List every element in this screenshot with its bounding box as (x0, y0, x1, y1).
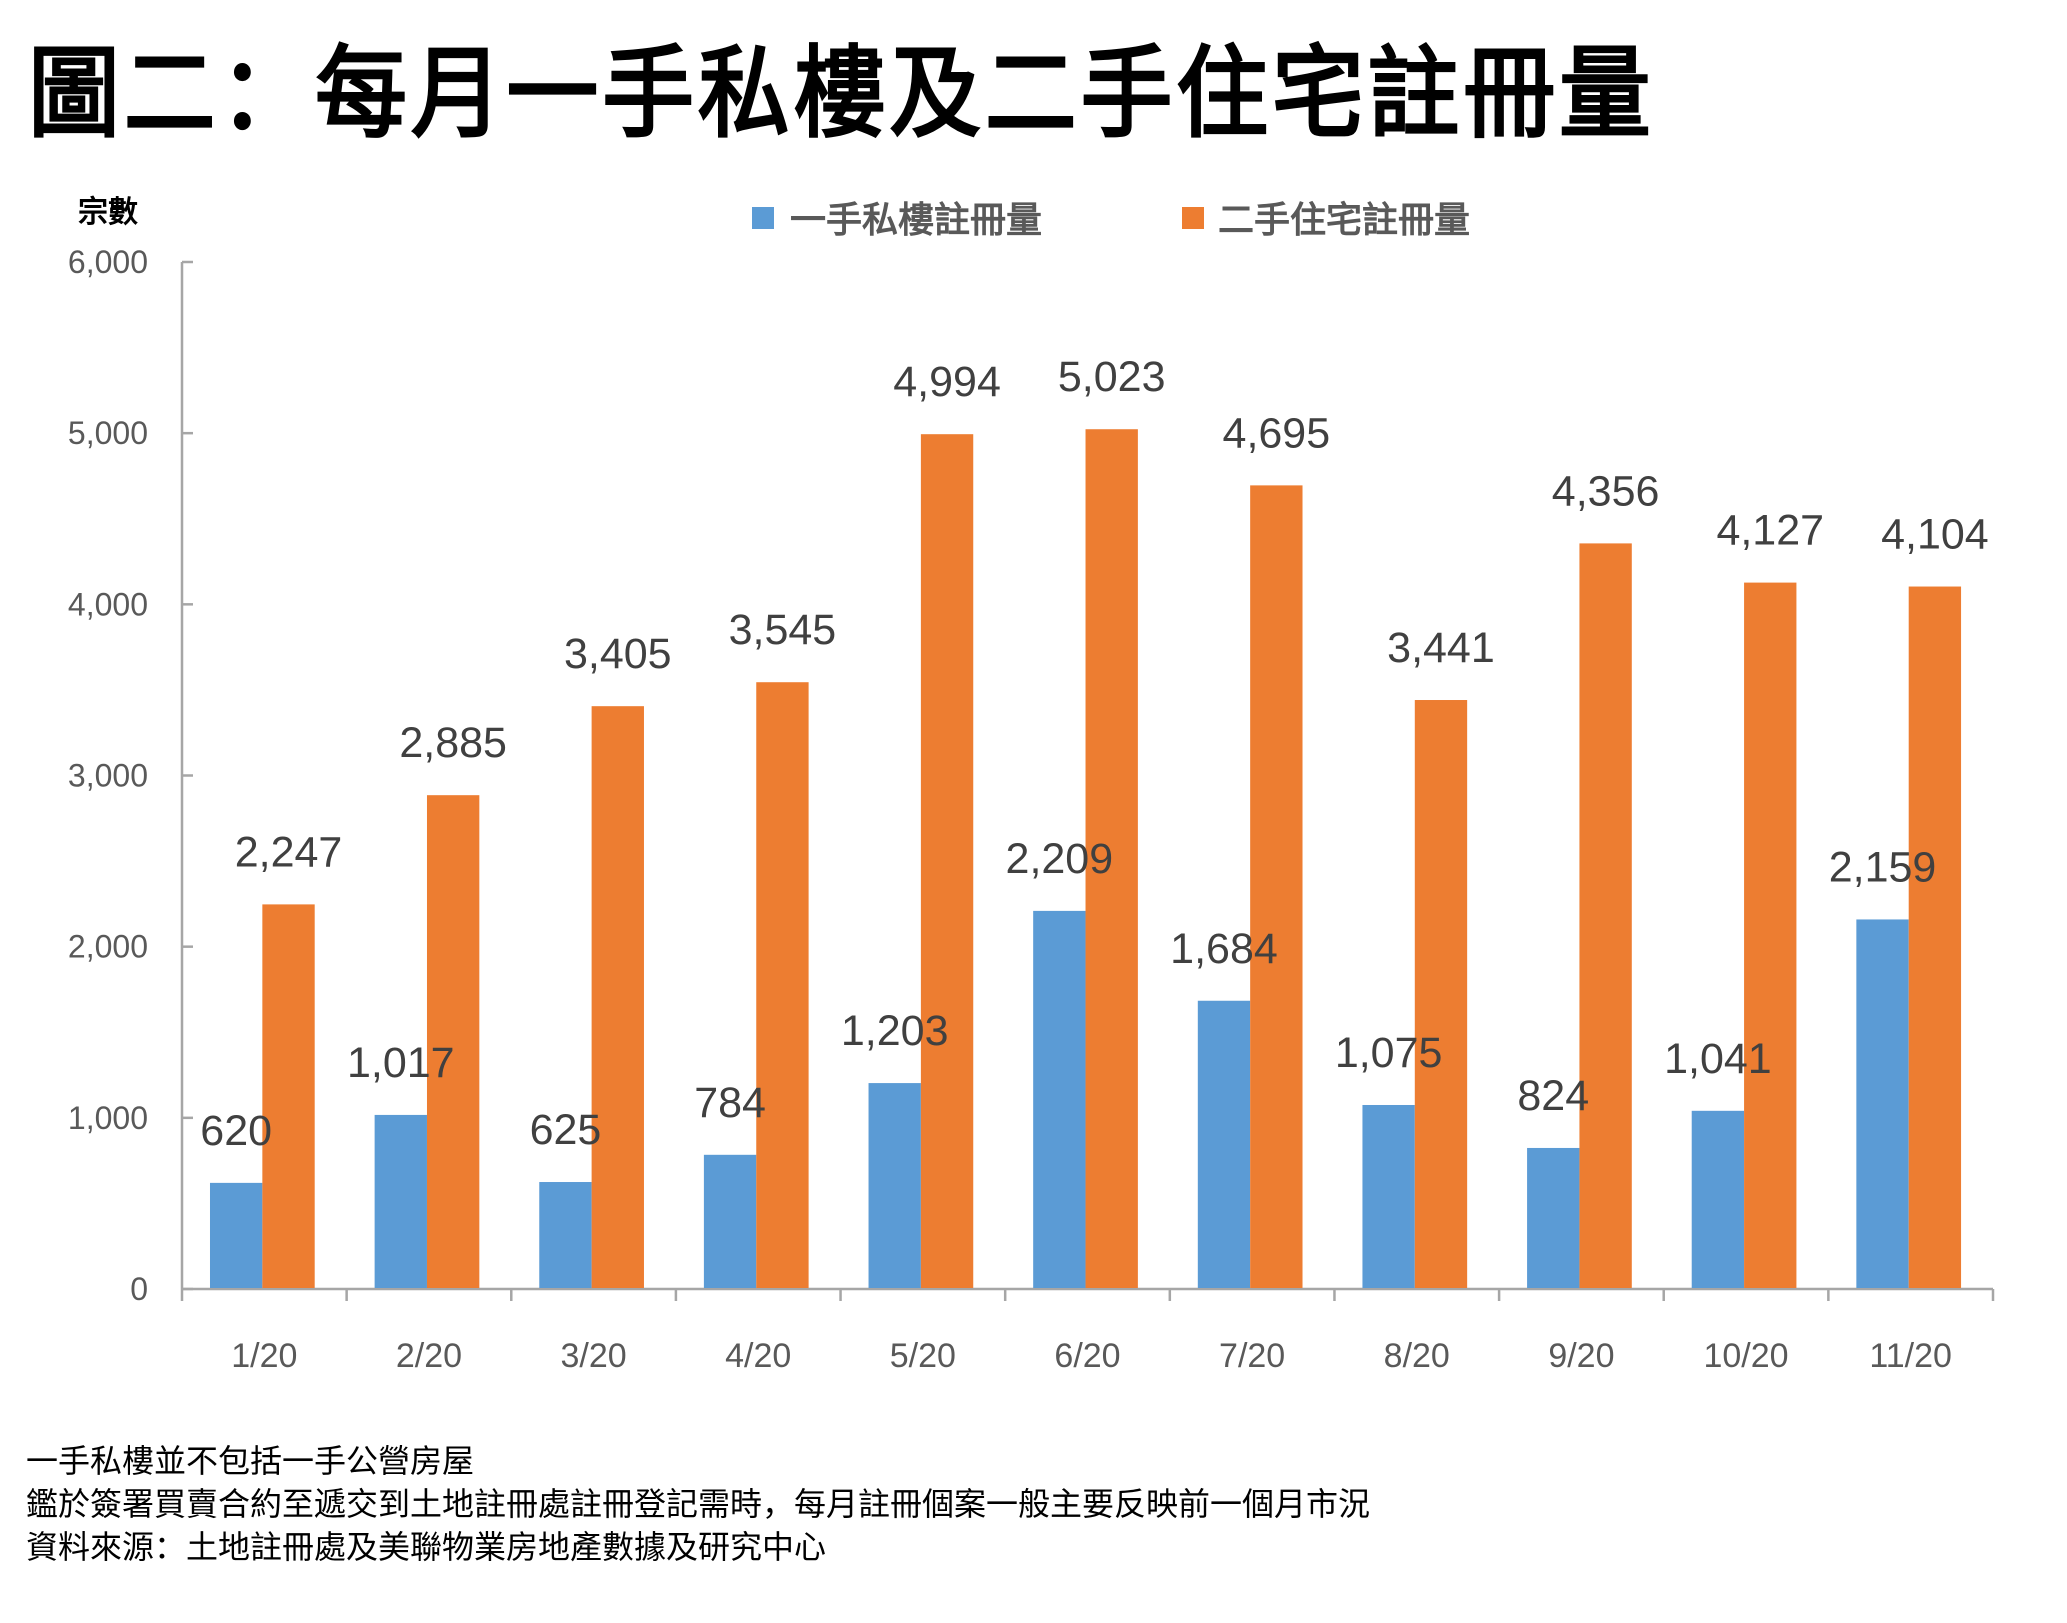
data-label-second-hand: 3,545 (729, 606, 837, 654)
data-label-second-hand: 4,994 (893, 358, 1001, 406)
x-axis: 1/20 2/20 3/20 4/20 5/20 6/20 7/20 8/20 9/20 10/2… (180, 1287, 1995, 1375)
x-tick-label: 8/20 (1384, 1337, 1450, 1375)
data-label-second-hand: 2,247 (235, 828, 343, 876)
data-label-first-hand: 1,017 (347, 1039, 455, 1087)
y-axis-title: 宗數 (78, 195, 138, 230)
bar-first-hand-5-20 (868, 1083, 921, 1288)
data-label-second-hand: 4,104 (1881, 511, 1989, 559)
data-label-first-hand: 2,209 (1006, 835, 1114, 883)
bars (209, 429, 1962, 1288)
y-tick-label: 3,000 (68, 758, 148, 794)
bar-first-hand-6-20 (1033, 910, 1086, 1288)
footnote-data-source: 資料來源：土地註冊處及美聯物業房地產數據及研究中心 (26, 1528, 827, 1566)
bar-first-hand-1-20 (209, 1182, 263, 1288)
x-tick-label: 6/20 (1054, 1337, 1120, 1375)
legend-label-second-hand: 二手住宅註冊量 (1218, 199, 1470, 241)
x-tick-label: 9/20 (1548, 1337, 1614, 1375)
legend-swatch-first-hand (752, 207, 774, 229)
data-label-first-hand: 824 (1517, 1072, 1589, 1120)
data-label-first-hand: 1,203 (841, 1007, 949, 1055)
data-label-second-hand: 2,885 (399, 719, 507, 767)
x-tick-label: 1/20 (231, 1337, 297, 1375)
bar-first-hand-7-20 (1197, 1000, 1251, 1288)
x-tick-label: 7/20 (1219, 1337, 1285, 1375)
y-tick-label: 4,000 (68, 586, 148, 622)
x-tick-label: 11/20 (1869, 1337, 1952, 1375)
footnote-excludes-public-housing: 一手私樓並不包括一手公營房屋 (26, 1442, 475, 1480)
bar-first-hand-8-20 (1362, 1104, 1415, 1288)
bar-second-hand-5-20 (920, 434, 974, 1288)
data-label-second-hand: 3,405 (564, 630, 672, 678)
bar-first-hand-11-20 (1856, 919, 1909, 1288)
data-label-second-hand: 4,356 (1552, 467, 1660, 515)
x-tick-label: 2/20 (396, 1337, 462, 1375)
x-tick-label: 3/20 (560, 1337, 626, 1375)
x-tick-label: 10/20 (1703, 1337, 1788, 1375)
y-tick-label: 0 (130, 1271, 148, 1307)
data-label-second-hand: 4,127 (1716, 507, 1824, 555)
data-label-first-hand: 1,684 (1170, 925, 1278, 973)
y-tick-label: 6,000 (68, 244, 148, 280)
bar-second-hand-1-20 (262, 904, 315, 1288)
data-label-second-hand: 3,441 (1387, 624, 1495, 672)
bar-first-hand-10-20 (1691, 1110, 1745, 1288)
footnote-registration-lag: 鑑於簽署買賣合約至遞交到土地註冊處註冊登記需時，每月註冊個案一般主要反映前一個月… (26, 1485, 1371, 1523)
bar-second-hand-11-20 (1908, 586, 1962, 1288)
data-label-first-hand: 1,041 (1664, 1035, 1772, 1083)
y-tick-label: 1,000 (68, 1100, 148, 1136)
data-label-first-hand: 620 (200, 1107, 272, 1155)
data-label-first-hand: 1,075 (1335, 1029, 1443, 1077)
bar-first-hand-9-20 (1527, 1147, 1580, 1288)
data-label-first-hand: 784 (694, 1079, 766, 1127)
bar-second-hand-4-20 (756, 682, 809, 1288)
bar-first-hand-3-20 (539, 1182, 592, 1288)
bar-second-hand-3-20 (591, 706, 644, 1288)
x-tick-label: 4/20 (725, 1337, 791, 1375)
data-labels: 620 1,017 625 784 1,203 2,209 1,684 1,075 824 1,0… (200, 353, 1988, 1155)
bar-second-hand-2-20 (426, 795, 480, 1288)
data-label-second-hand: 5,023 (1058, 353, 1166, 401)
bar-second-hand-6-20 (1085, 429, 1138, 1288)
legend-label-first-hand: 一手私樓註冊量 (790, 200, 1042, 241)
y-tick-label: 2,000 (68, 929, 148, 965)
bar-second-hand-8-20 (1414, 700, 1468, 1288)
footnotes: 一手私樓並不包括一手公營房屋 鑑於簽署買賣合約至遞交到土地註冊處註冊登記需時，每… (26, 1440, 1370, 1569)
bar-second-hand-10-20 (1744, 582, 1797, 1288)
y-tick-label: 5,000 (68, 415, 148, 451)
data-label-first-hand: 625 (530, 1106, 602, 1154)
bar-second-hand-9-20 (1579, 543, 1632, 1288)
data-label-first-hand: 2,159 (1829, 843, 1937, 891)
legend-swatch-second-hand (1182, 207, 1204, 229)
data-label-second-hand: 4,695 (1223, 409, 1331, 457)
x-tick-label: 5/20 (890, 1337, 956, 1375)
y-axis: 0 1,000 2,000 3,000 4,000 5,000 6,000 (68, 244, 193, 1307)
bar-first-hand-2-20 (374, 1114, 427, 1288)
bar-second-hand-7-20 (1250, 485, 1303, 1288)
legend: 一手私樓註冊量 二手住宅註冊量 (752, 199, 1470, 241)
chart-title: 圖二：每月一手私樓及二手住宅註冊量 (28, 35, 1655, 152)
bar-first-hand-4-20 (703, 1154, 757, 1288)
